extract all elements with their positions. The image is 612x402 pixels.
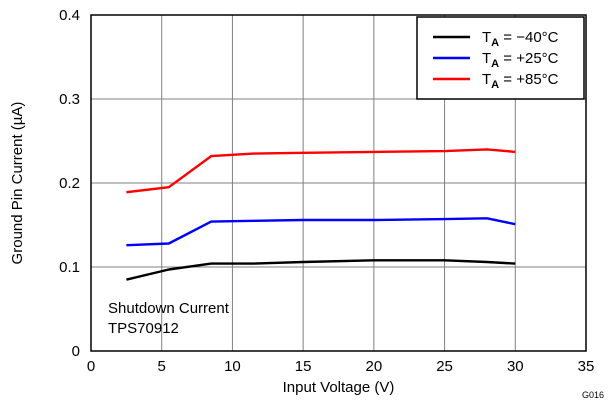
series-lines — [126, 148, 516, 281]
legend-label-3: TA = +85°C — [482, 71, 559, 91]
annotation-line-1: Shutdown Current — [108, 300, 230, 317]
legend-label-1: TA = −40°C — [482, 29, 559, 49]
figure-code: G016 — [582, 390, 604, 400]
x-tick-label: 0 — [87, 358, 95, 375]
x-axis-ticks: 0 5 10 15 20 25 30 35 — [87, 358, 595, 375]
x-tick-label: 10 — [224, 358, 241, 375]
annotation-line-2: TPS70912 — [108, 320, 179, 337]
legend-label-2: TA = +25°C — [482, 50, 559, 70]
x-axis-label: Input Voltage (V) — [283, 379, 395, 396]
y-tick-label: 0 — [72, 343, 80, 360]
y-axis-label: Ground Pin Current (µA) — [9, 102, 26, 265]
x-tick-label: 20 — [366, 358, 383, 375]
y-tick-label: 0.2 — [59, 175, 80, 192]
y-tick-label: 0.3 — [59, 91, 80, 108]
series-line-3 — [126, 148, 516, 194]
plot-frame — [90, 14, 587, 352]
y-tick-label: 0.1 — [59, 259, 80, 276]
legend: TA = −40°CTA = +25°CTA = +85°C — [416, 16, 585, 100]
x-tick-label: 15 — [295, 358, 312, 375]
x-tick-label: 30 — [507, 358, 524, 375]
series-line-2 — [126, 217, 516, 247]
y-tick-label: 0.4 — [59, 7, 80, 24]
series-line-1 — [126, 259, 516, 281]
x-tick-label: 25 — [436, 358, 453, 375]
x-tick-label: 5 — [158, 358, 166, 375]
x-tick-label: 35 — [578, 358, 595, 375]
y-axis-ticks: 0 0.1 0.2 0.3 0.4 — [59, 7, 80, 360]
